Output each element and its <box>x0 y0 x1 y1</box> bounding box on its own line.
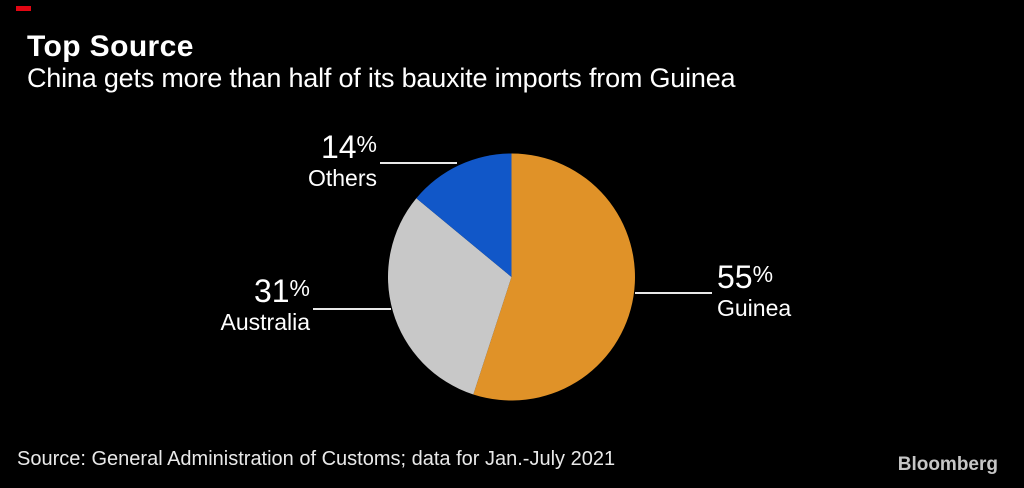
callout-others-label: Others <box>307 165 377 191</box>
percent-sign: % <box>289 275 310 301</box>
callout-guinea-label: Guinea <box>717 295 792 321</box>
source-note: Source: General Administration of Custom… <box>17 448 616 470</box>
percent-sign: % <box>752 261 774 287</box>
chart-title: Top Source <box>27 30 194 63</box>
leader-line-others <box>380 162 457 164</box>
chart-subtitle: China gets more than half of its bauxite… <box>27 63 736 93</box>
callout-australia-value: 31% <box>253 273 310 309</box>
leader-line-guinea <box>635 292 712 294</box>
callout-guinea-value: 55% <box>717 259 774 295</box>
callout-others-value: 14% <box>320 129 377 165</box>
callout-guinea: 55% Guinea <box>717 261 791 320</box>
callout-australia: 31% Australia <box>221 275 310 334</box>
callout-others: 14% Others <box>308 131 377 190</box>
pie-slice-guinea <box>473 153 635 401</box>
callout-australia-label: Australia <box>220 309 310 335</box>
percent-sign: % <box>356 131 377 157</box>
bloomberg-logo: Bloomberg <box>897 454 998 475</box>
leader-line-australia <box>313 308 391 310</box>
brand-red-dash-icon <box>16 6 31 11</box>
pie-slice-others <box>416 153 512 277</box>
pie-slice-australia <box>387 198 512 395</box>
